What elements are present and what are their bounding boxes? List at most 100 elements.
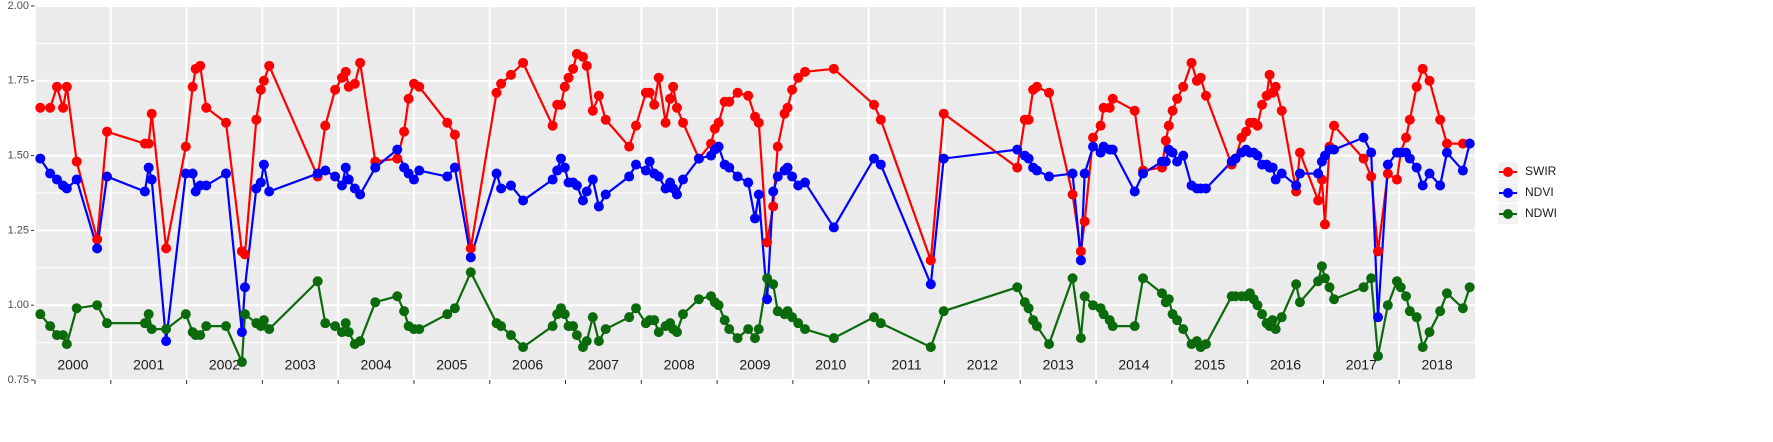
data-point: [161, 243, 172, 254]
data-point: [772, 171, 783, 182]
data-point: [768, 279, 779, 290]
data-point: [724, 162, 735, 173]
data-point: [1276, 168, 1287, 179]
data-point: [414, 81, 425, 92]
data-point: [593, 336, 604, 347]
legend-label: NDVI: [1525, 185, 1554, 199]
data-point: [45, 102, 56, 113]
data-point: [1257, 309, 1268, 320]
data-point: [1382, 168, 1393, 179]
year-label: 2003: [285, 357, 316, 373]
data-point: [58, 102, 69, 113]
y-tick-label: 1.25: [8, 224, 29, 236]
data-point: [1291, 279, 1302, 290]
data-point: [547, 174, 558, 185]
data-point: [392, 153, 403, 164]
data-point: [787, 84, 798, 95]
data-point: [547, 120, 558, 131]
data-point: [161, 336, 172, 347]
data-point: [1457, 303, 1468, 314]
data-point: [496, 321, 507, 332]
y-tick-label: 1.50: [8, 150, 29, 162]
data-point: [800, 324, 811, 335]
data-point: [1160, 135, 1171, 146]
data-point: [330, 84, 341, 95]
data-point: [449, 129, 460, 140]
data-point: [593, 201, 604, 212]
data-point: [750, 213, 760, 224]
data-point: [1404, 306, 1415, 317]
data-point: [1313, 195, 1324, 206]
data-point: [938, 108, 949, 119]
data-point: [1079, 216, 1090, 227]
data-point: [414, 324, 425, 335]
data-point: [1088, 132, 1099, 143]
data-point: [465, 243, 476, 254]
data-point: [800, 66, 811, 77]
y-tick-label: 0.75: [8, 374, 29, 386]
data-point: [671, 327, 682, 338]
data-point: [800, 177, 811, 188]
data-point: [555, 99, 566, 110]
data-point: [1324, 282, 1335, 293]
data-point: [51, 81, 62, 92]
year-label: 2011: [892, 357, 922, 373]
data-point: [581, 60, 592, 71]
data-point: [713, 300, 724, 311]
data-point: [1075, 333, 1086, 344]
data-point: [1252, 120, 1263, 131]
data-point: [442, 309, 453, 320]
data-point: [518, 57, 529, 68]
data-point: [1372, 312, 1383, 323]
data-point: [1167, 147, 1178, 158]
year-label: 2004: [360, 357, 391, 373]
data-point: [143, 309, 154, 320]
data-point: [1178, 150, 1189, 161]
data-point: [320, 120, 331, 131]
data-point: [264, 324, 275, 335]
data-point: [1186, 57, 1197, 68]
data-point: [1424, 75, 1435, 86]
data-point: [146, 174, 157, 185]
data-point: [187, 81, 198, 92]
data-point: [671, 102, 682, 113]
data-point: [925, 255, 936, 266]
data-point: [938, 306, 949, 317]
data-point: [644, 87, 655, 98]
data-point: [1294, 297, 1305, 308]
data-point: [255, 84, 266, 95]
data-point: [239, 309, 250, 320]
data-point: [1441, 138, 1452, 149]
data-point: [678, 174, 688, 185]
data-point: [1172, 93, 1183, 104]
data-point: [1264, 69, 1275, 80]
legend-dot: [1503, 188, 1513, 198]
data-point: [678, 117, 688, 128]
data-point: [195, 60, 206, 71]
data-point: [1276, 105, 1287, 116]
data-point: [1435, 180, 1446, 191]
data-point: [600, 324, 611, 335]
data-point: [1252, 150, 1263, 161]
data-point: [139, 186, 150, 197]
data-point: [1031, 81, 1042, 92]
data-point: [762, 294, 773, 305]
data-point: [1172, 315, 1183, 326]
data-point: [1107, 321, 1118, 332]
data-point: [1313, 168, 1324, 179]
data-point: [58, 330, 69, 341]
data-point: [571, 180, 582, 191]
data-point: [161, 324, 172, 335]
data-point: [1411, 312, 1422, 323]
data-point: [35, 309, 46, 320]
data-point: [239, 282, 250, 293]
data-point: [547, 321, 558, 332]
data-point: [828, 63, 839, 74]
data-point: [1319, 273, 1330, 284]
data-point: [1129, 321, 1140, 332]
data-point: [640, 165, 651, 176]
data-point: [753, 324, 764, 335]
data-point: [1435, 306, 1446, 317]
data-point: [1178, 324, 1189, 335]
